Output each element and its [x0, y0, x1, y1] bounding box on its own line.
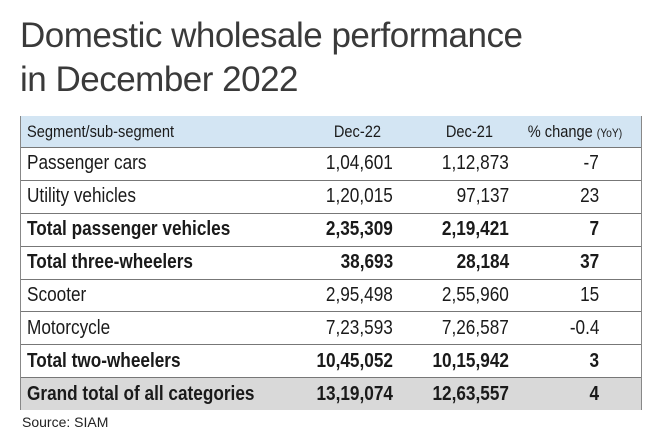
table-cell: Grand total of all categories: [27, 378, 307, 410]
cell-text: 7: [589, 218, 599, 241]
cell-text: 2,95,498: [326, 284, 393, 307]
table-cell: 2,35,309: [301, 214, 393, 246]
cell-text: 4: [589, 382, 599, 405]
cell-text: 2,19,421: [442, 218, 509, 241]
cell-text: 10,45,052: [316, 349, 393, 372]
cell-text: 10,15,942: [432, 349, 509, 372]
cell-text: 1,12,873: [442, 152, 509, 175]
cell-text: 7,23,593: [326, 316, 393, 339]
table-row: Motorcycle 7,23,593 7,26,587 -0.4: [21, 313, 641, 346]
table-cell: 1,12,873: [401, 148, 509, 180]
header-cell: Dec-21: [421, 116, 517, 147]
table-cell: 10,15,942: [401, 345, 509, 377]
table-cell: 10,45,052: [301, 345, 393, 377]
table-cell: 2,95,498: [301, 280, 393, 312]
header-text: % change (YoY): [528, 122, 623, 142]
cell-text: Passenger cars: [27, 152, 147, 175]
header-cell: % change (YoY): [511, 116, 639, 147]
table-cell: Total passenger vehicles: [27, 214, 307, 246]
cell-text: 15: [579, 284, 599, 307]
cell-text: Scooter: [27, 284, 87, 307]
header-text: Dec-21: [445, 122, 492, 142]
cell-text: Total passenger vehicles: [27, 218, 231, 241]
cell-text: 2,55,960: [442, 284, 509, 307]
cell-text: 13,19,074: [316, 382, 393, 405]
table: Segment/sub-segment Dec-22 Dec-21 % change …: [20, 116, 642, 411]
table-cell: 4: [511, 378, 599, 410]
table-row: Total two-wheelers 10,45,052 10,15,942 3: [21, 345, 641, 379]
header-label: Segment/sub-segment: [27, 121, 175, 141]
table-row: Grand total of all categories 13,19,074 12…: [21, 378, 641, 411]
cell-text: Total three-wheelers: [27, 251, 194, 274]
header-cell: Segment/sub-segment: [27, 116, 307, 147]
table-cell: 1,20,015: [301, 181, 393, 213]
cell-text: 97,137: [456, 185, 509, 208]
header-note: (YoY): [596, 125, 623, 140]
header-label: % change: [527, 121, 593, 141]
cell-text: -0.4: [569, 316, 599, 339]
table-cell: Total two-wheelers: [27, 345, 307, 377]
table-cell: -7: [511, 148, 599, 180]
cell-text: Motorcycle: [27, 316, 111, 339]
title-line: in December 2022: [20, 60, 299, 99]
header-text: Dec-22: [333, 122, 380, 142]
table-row: Scooter 2,95,498 2,55,960 15: [21, 280, 641, 313]
title-line: Domestic wholesale performance: [20, 16, 523, 55]
source: Source: SIAM: [22, 414, 109, 430]
table-cell: 38,693: [301, 247, 393, 279]
cell-text: 3: [589, 349, 599, 372]
table-cell: Utility vehicles: [27, 181, 307, 213]
header-label: Dec-22: [333, 121, 381, 141]
table-cell: Passenger cars: [27, 148, 307, 180]
table-row: Total three-wheelers 38,693 28,184 37: [21, 247, 641, 280]
table-cell: 1,04,601: [301, 148, 393, 180]
table-row: Utility vehicles 1,20,015 97,137 23: [21, 181, 641, 214]
cell-text: 7,26,587: [442, 316, 509, 339]
cell-text: 28,184: [456, 251, 509, 274]
table-cell: -0.4: [511, 313, 599, 345]
table-cell: 3: [511, 345, 599, 377]
table-cell: Total three-wheelers: [27, 247, 307, 279]
table-row: Passenger cars 1,04,601 1,12,873 -7: [21, 148, 641, 181]
table-cell: 2,55,960: [401, 280, 509, 312]
header-label: Dec-21: [445, 121, 493, 141]
cell-text: Utility vehicles: [27, 185, 136, 208]
cell-text: 1,04,601: [326, 152, 393, 175]
cell-text: 38,693: [340, 251, 393, 274]
table-cell: Scooter: [27, 280, 307, 312]
header-cell: Dec-22: [307, 116, 407, 147]
cell-text: 1,20,015: [326, 185, 393, 208]
cell-text: 23: [579, 185, 599, 208]
cell-text: 12,63,557: [432, 382, 509, 405]
cell-text: -7: [583, 152, 599, 175]
header-text: Segment/sub-segment: [27, 122, 174, 142]
table-cell: 7,23,593: [301, 313, 393, 345]
table-cell: 7: [511, 214, 599, 246]
header-row: Segment/sub-segment Dec-22 Dec-21 % change …: [21, 116, 641, 148]
cell-text: 37: [579, 251, 599, 274]
table-cell: 37: [511, 247, 599, 279]
table-cell: 7,26,587: [401, 313, 509, 345]
table-cell: Motorcycle: [27, 313, 307, 345]
table-cell: 97,137: [401, 181, 509, 213]
cell-text: 2,35,309: [326, 218, 393, 241]
cell-text: Grand total of all categories: [27, 382, 255, 405]
table-cell: 15: [511, 280, 599, 312]
table-cell: 23: [511, 181, 599, 213]
table-cell: 28,184: [401, 247, 509, 279]
table-cell: 2,19,421: [401, 214, 509, 246]
table-row: Total passenger vehicles 2,35,309 2,19,421…: [21, 214, 641, 247]
table-cell: 12,63,557: [401, 378, 509, 410]
table-cell: 13,19,074: [301, 378, 393, 410]
cell-text: Total two-wheelers: [27, 349, 181, 372]
